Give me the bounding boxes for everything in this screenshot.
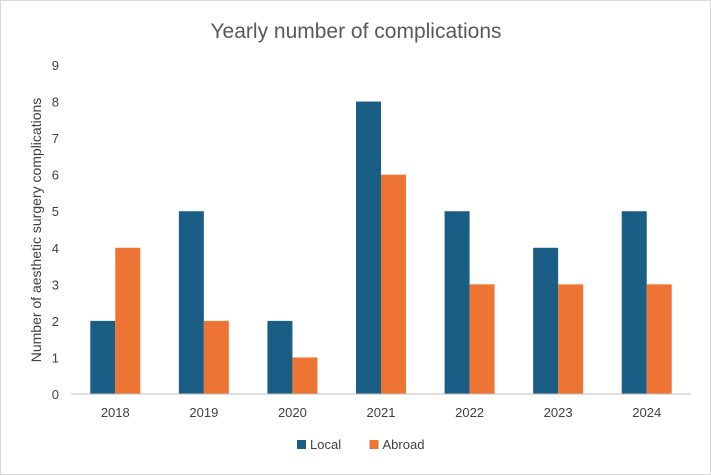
bar-local-2023: [533, 247, 559, 394]
y-tick-label: 5: [52, 204, 59, 219]
bar-abroad-2018: [115, 247, 141, 394]
x-tick-label: 2024: [632, 405, 661, 420]
x-tick-label: 2023: [544, 405, 573, 420]
bars: [90, 101, 672, 395]
bar-abroad-2024: [646, 284, 672, 394]
y-tick-label: 9: [52, 58, 59, 73]
x-tick-label: 2018: [101, 405, 130, 420]
bar-abroad-2020: [292, 357, 318, 394]
bar-abroad-2021: [381, 174, 406, 394]
y-tick-label: 2: [52, 314, 59, 329]
bar-local-2021: [356, 101, 381, 395]
y-tick-label: 8: [52, 95, 59, 110]
x-tick-label: 2019: [189, 405, 218, 420]
bar-local-2020: [267, 320, 293, 394]
chart-title: Yearly number of complications: [210, 20, 501, 43]
bar-abroad-2022: [469, 284, 495, 394]
bar-local-2022: [444, 211, 470, 394]
bar-abroad-2019: [203, 320, 229, 394]
legend-swatch-abroad: [369, 440, 379, 449]
bar-local-2019: [178, 211, 204, 394]
legend: Local Abroad: [297, 437, 424, 452]
bar-local-2024: [621, 211, 647, 394]
y-tick-label: 1: [52, 350, 59, 365]
legend-swatch-local: [297, 440, 306, 449]
y-tick-label: 7: [52, 131, 59, 146]
y-tick-label: 0: [52, 387, 59, 402]
legend-label-local: Local: [310, 437, 341, 452]
legend-label-abroad: Abroad: [383, 437, 425, 452]
y-axis-ticks: 0 1 2 3 4 5 6 7 8 9: [52, 58, 59, 402]
bar-abroad-2023: [558, 284, 584, 394]
bar-local-2018: [90, 320, 116, 394]
y-tick-label: 3: [52, 277, 59, 292]
x-axis-ticks: 2018 2019 2020 2021 2022 2023 2024: [101, 405, 661, 420]
y-tick-label: 6: [52, 168, 59, 183]
x-tick-label: 2022: [455, 405, 484, 420]
y-axis-title: Number of aesthetic surgery complication…: [28, 98, 44, 363]
x-tick-label: 2020: [278, 405, 307, 420]
y-tick-label: 4: [52, 241, 59, 256]
x-tick-label: 2021: [367, 405, 396, 420]
